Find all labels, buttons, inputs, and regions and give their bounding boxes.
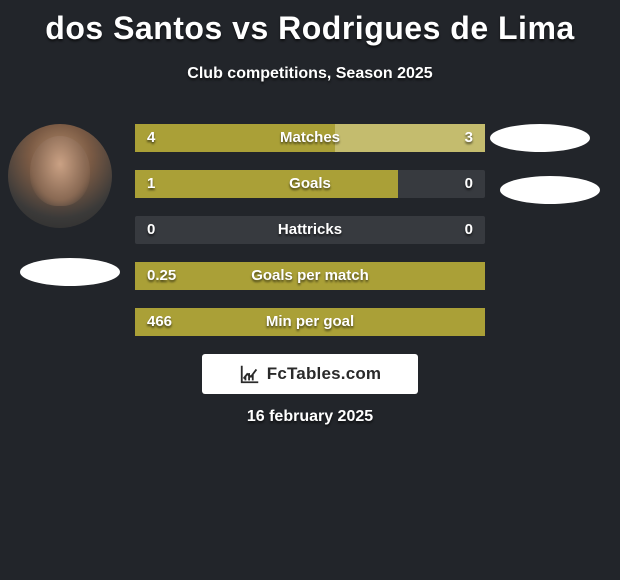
brand-box: FcTables.com: [202, 354, 418, 394]
player-right-avatar-placeholder: [490, 124, 590, 152]
bar-value-right: 0: [453, 170, 485, 198]
bar-segment-left: [135, 170, 398, 198]
bar-row: Goals per match0.25: [135, 262, 485, 290]
player-left-flag-placeholder: [20, 258, 120, 286]
bar-row: Matches43: [135, 124, 485, 152]
page-subtitle: Club competitions, Season 2025: [0, 65, 620, 83]
bar-segment-left: [135, 262, 485, 290]
bar-label: Hattricks: [135, 216, 485, 244]
page-date: 16 february 2025: [0, 408, 620, 426]
page-title: dos Santos vs Rodrigues de Lima: [0, 0, 620, 47]
player-left-avatar: [8, 124, 112, 228]
bar-value-right: 0: [453, 216, 485, 244]
bar-row: Hattricks0 0: [135, 216, 485, 244]
chart-icon: [239, 363, 261, 385]
bar-segment-left: [135, 124, 335, 152]
bar-value-left: 0: [135, 216, 167, 244]
player-right-flag-placeholder: [500, 176, 600, 204]
bar-segment-left: [135, 308, 485, 336]
bar-row: Goals10: [135, 170, 485, 198]
bar-row: Min per goal466: [135, 308, 485, 336]
bar-segment-right: [335, 124, 486, 152]
brand-text: FcTables.com: [267, 364, 382, 384]
comparison-bars: Matches43Goals10Hattricks00Goals per mat…: [135, 124, 485, 354]
